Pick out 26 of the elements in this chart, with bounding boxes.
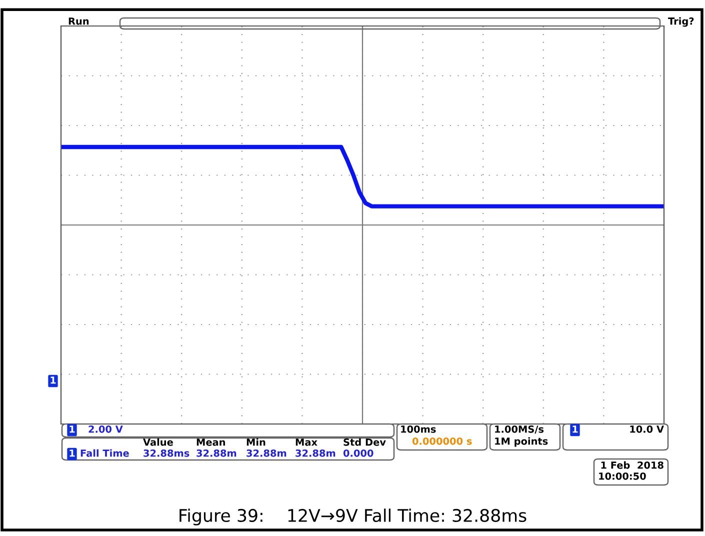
text: Trig?: [668, 17, 694, 27]
text: 32.88ms: [144, 449, 190, 457]
text: Run: [68, 18, 89, 25]
text: Max: [296, 438, 318, 446]
text: Value: [143, 438, 173, 446]
text: 32.88m: [196, 449, 236, 457]
text: 10:00:50: [599, 472, 646, 480]
text: 1: [70, 450, 75, 457]
text: 2.00 V: [88, 425, 123, 433]
text: 1: [50, 376, 56, 384]
text: 32.88m: [296, 449, 336, 457]
text: Min: [246, 438, 266, 446]
text: Mean: [196, 438, 225, 446]
text: 1.00MS/s: [495, 425, 544, 434]
text: 100ms: [401, 425, 436, 433]
text: 1 Feb 2018: [601, 461, 664, 469]
text: 1M points: [495, 437, 548, 447]
text: 1: [572, 426, 578, 433]
text: Figure 39: 12V→9V Fall Time: 32.88ms: [180, 508, 526, 526]
text: 32.88m: [246, 449, 286, 457]
text: 10.0 V: [630, 425, 664, 433]
text: Fall Time: [80, 449, 129, 457]
text: Std Dev: [344, 438, 386, 446]
text: 1: [70, 426, 75, 433]
text: 0.000: [343, 449, 374, 457]
text: 0.000000 s: [412, 437, 472, 445]
